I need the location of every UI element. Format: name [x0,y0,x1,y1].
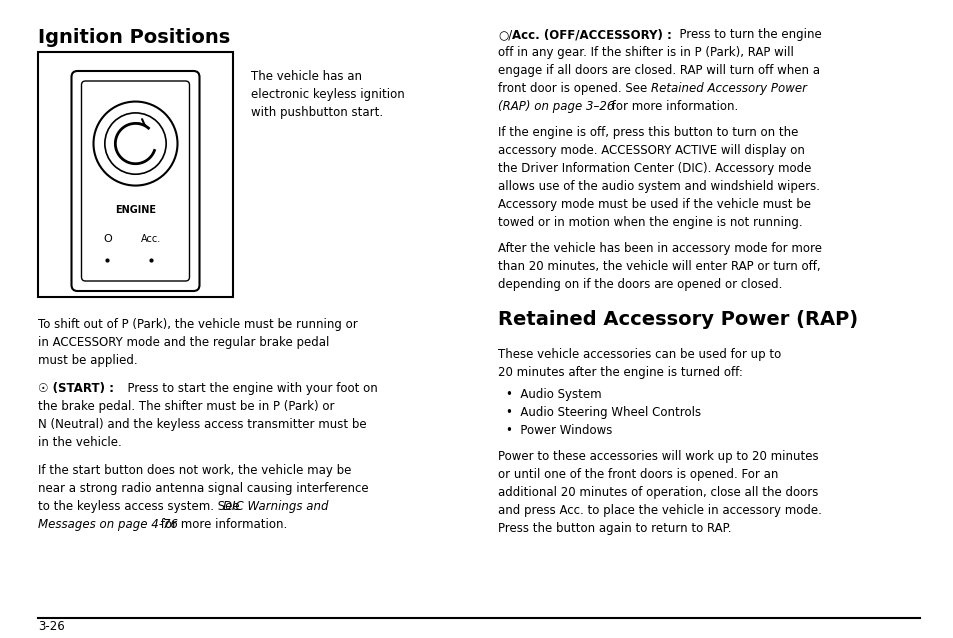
FancyBboxPatch shape [81,81,190,281]
Text: and press Acc. to place the vehicle in accessory mode.: and press Acc. to place the vehicle in a… [497,504,821,517]
Text: electronic keyless ignition: electronic keyless ignition [251,88,404,101]
Text: additional 20 minutes of operation, close all the doors: additional 20 minutes of operation, clos… [497,486,818,499]
Text: DIC Warnings and: DIC Warnings and [223,500,328,513]
Text: must be applied.: must be applied. [38,354,137,367]
Text: depending on if the doors are opened or closed.: depending on if the doors are opened or … [497,278,781,291]
Text: To shift out of P (Park), the vehicle must be running or: To shift out of P (Park), the vehicle mu… [38,318,357,331]
Text: Messages on page 4-76: Messages on page 4-76 [38,518,178,531]
Text: Acc. (OFF/ACCESSORY) :: Acc. (OFF/ACCESSORY) : [512,28,671,41]
Text: for more information.: for more information. [157,518,287,531]
Text: Retained Accessory Power (RAP): Retained Accessory Power (RAP) [497,310,858,329]
Text: After the vehicle has been in accessory mode for more: After the vehicle has been in accessory … [497,242,821,255]
Text: The vehicle has an: The vehicle has an [251,70,361,83]
Text: for more information.: for more information. [607,100,738,113]
Text: ☉ (START) :: ☉ (START) : [38,382,113,395]
Text: allows use of the audio system and windshield wipers.: allows use of the audio system and winds… [497,180,820,193]
Text: to the keyless access system. See: to the keyless access system. See [38,500,243,513]
Text: or until one of the front doors is opened. For an: or until one of the front doors is opene… [497,468,778,481]
Text: 20 minutes after the engine is turned off:: 20 minutes after the engine is turned of… [497,366,742,379]
Text: If the engine is off, press this button to turn on the: If the engine is off, press this button … [497,126,798,139]
Text: •  Audio System: • Audio System [505,388,601,401]
Text: accessory mode. ACCESSORY ACTIVE will display on: accessory mode. ACCESSORY ACTIVE will di… [497,144,804,157]
Text: ○/: ○/ [497,28,512,41]
Text: off in any gear. If the shifter is in P (Park), RAP will: off in any gear. If the shifter is in P … [497,46,793,59]
Text: If the start button does not work, the vehicle may be: If the start button does not work, the v… [38,464,351,477]
Text: O: O [103,234,112,244]
Text: Press to start the engine with your foot on: Press to start the engine with your foot… [120,382,377,395]
Text: front door is opened. See: front door is opened. See [497,82,650,95]
Text: (RAP) on page 3–26: (RAP) on page 3–26 [497,100,614,113]
Text: ENGINE: ENGINE [115,205,156,215]
Text: near a strong radio antenna signal causing interference: near a strong radio antenna signal causi… [38,482,368,495]
Circle shape [93,101,177,186]
Text: •  Audio Steering Wheel Controls: • Audio Steering Wheel Controls [505,406,700,419]
Text: with pushbutton start.: with pushbutton start. [251,106,383,119]
Text: Accessory mode must be used if the vehicle must be: Accessory mode must be used if the vehic… [497,198,810,211]
Text: Power to these accessories will work up to 20 minutes: Power to these accessories will work up … [497,450,818,463]
Text: towed or in motion when the engine is not running.: towed or in motion when the engine is no… [497,216,801,229]
Text: Press the button again to return to RAP.: Press the button again to return to RAP. [497,522,731,535]
Text: in the vehicle.: in the vehicle. [38,436,122,449]
Text: in ACCESSORY mode and the regular brake pedal: in ACCESSORY mode and the regular brake … [38,336,329,349]
Text: 3-26: 3-26 [38,620,65,633]
Text: the Driver Information Center (DIC). Accessory mode: the Driver Information Center (DIC). Acc… [497,162,810,175]
FancyBboxPatch shape [71,71,199,291]
Text: Ignition Positions: Ignition Positions [38,28,230,47]
Text: These vehicle accessories can be used for up to: These vehicle accessories can be used fo… [497,348,781,361]
Text: •  Power Windows: • Power Windows [505,424,612,437]
Text: Press to turn the engine: Press to turn the engine [671,28,821,41]
Circle shape [105,113,166,174]
Text: N (Neutral) and the keyless access transmitter must be: N (Neutral) and the keyless access trans… [38,418,366,431]
Text: than 20 minutes, the vehicle will enter RAP or turn off,: than 20 minutes, the vehicle will enter … [497,260,820,273]
Text: Acc.: Acc. [141,234,161,244]
Text: engage if all doors are closed. RAP will turn off when a: engage if all doors are closed. RAP will… [497,64,820,77]
Text: Retained Accessory Power: Retained Accessory Power [650,82,806,95]
Text: the brake pedal. The shifter must be in P (Park) or: the brake pedal. The shifter must be in … [38,400,335,413]
Bar [38,52,233,297]
